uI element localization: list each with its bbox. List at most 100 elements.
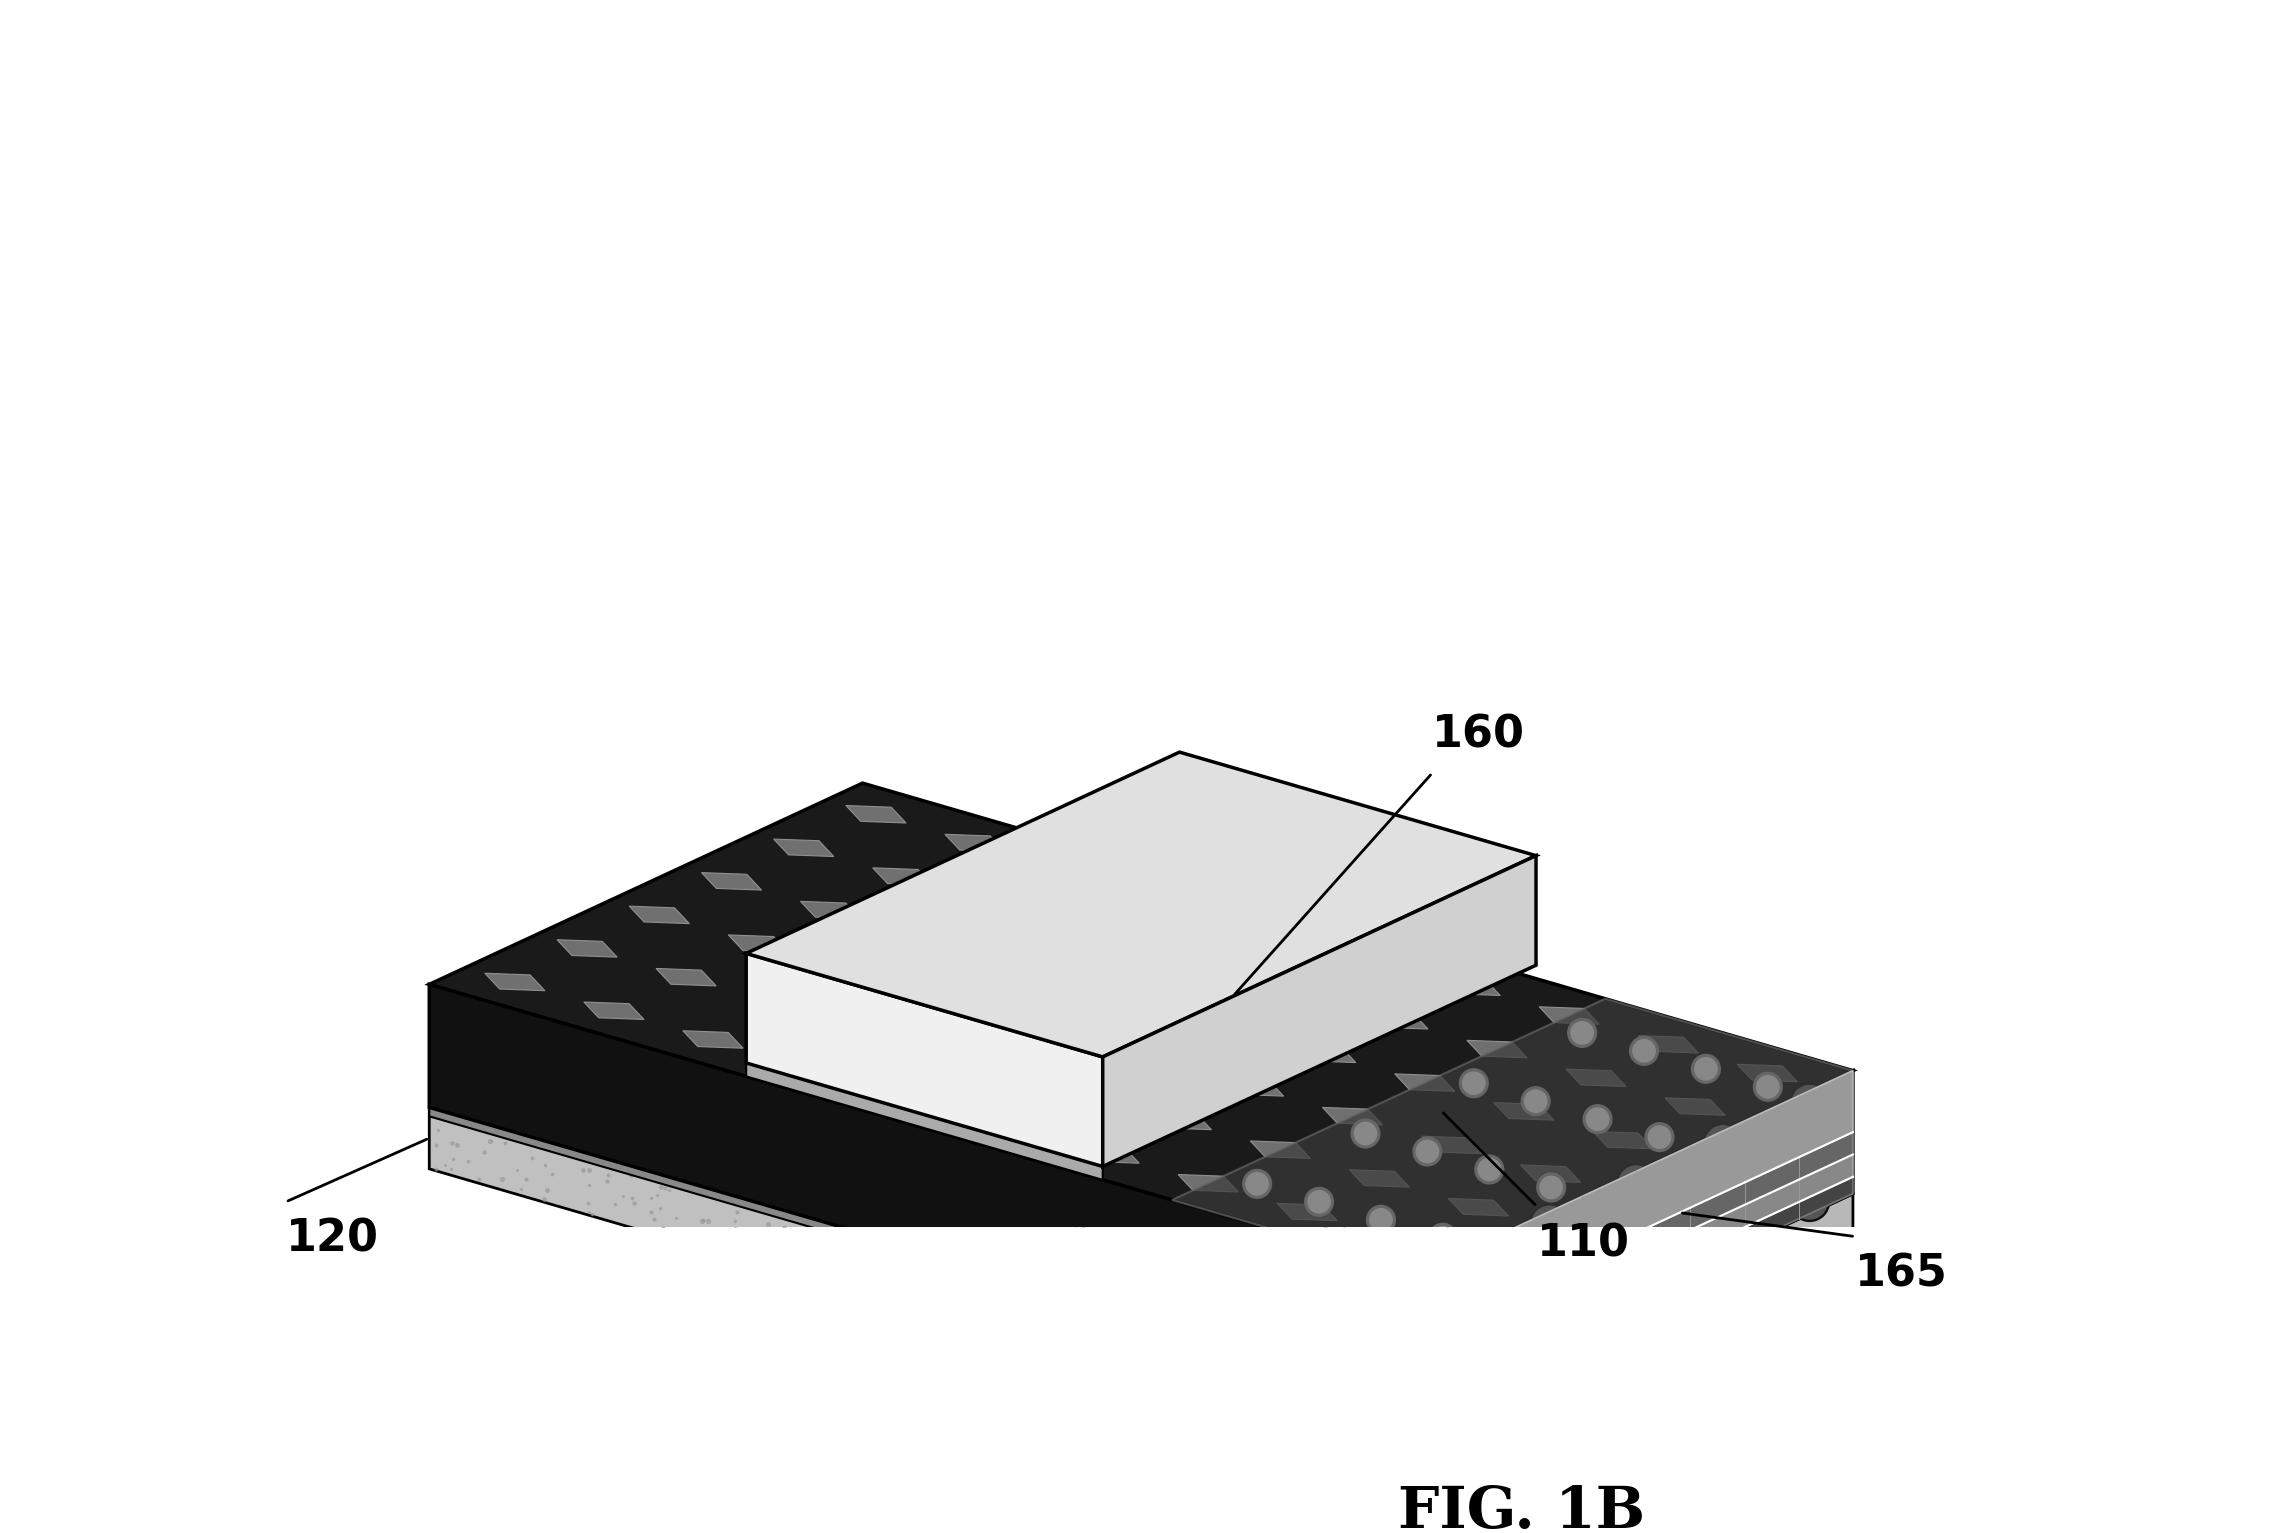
Polygon shape (1052, 1084, 1113, 1101)
Polygon shape (1665, 1098, 1724, 1116)
Circle shape (1305, 1188, 1334, 1216)
Polygon shape (1277, 1203, 1337, 1220)
Circle shape (1446, 1271, 1480, 1306)
Polygon shape (1494, 1102, 1553, 1121)
Polygon shape (953, 1055, 1013, 1072)
Circle shape (1444, 1343, 1483, 1383)
Circle shape (1444, 1245, 1483, 1285)
Polygon shape (880, 1088, 942, 1105)
Polygon shape (972, 897, 1031, 914)
Polygon shape (1419, 1177, 1852, 1395)
Circle shape (1412, 1137, 1442, 1167)
Circle shape (1446, 1246, 1480, 1282)
Polygon shape (1419, 1070, 1852, 1334)
Circle shape (1537, 1173, 1565, 1202)
Polygon shape (1567, 1069, 1626, 1087)
Circle shape (1629, 1036, 1658, 1065)
Polygon shape (1079, 1145, 1138, 1164)
Polygon shape (1152, 1113, 1211, 1130)
Polygon shape (1243, 920, 1302, 938)
Circle shape (1531, 1252, 1569, 1292)
Circle shape (1572, 1021, 1594, 1044)
Circle shape (1476, 1154, 1503, 1183)
Circle shape (1446, 1320, 1480, 1355)
Circle shape (1533, 1206, 1567, 1242)
Polygon shape (429, 783, 1852, 1272)
Polygon shape (853, 1026, 915, 1044)
Circle shape (1791, 1157, 1829, 1197)
Polygon shape (1177, 1174, 1239, 1193)
Circle shape (1754, 1073, 1781, 1101)
Polygon shape (828, 964, 887, 981)
Text: 120: 120 (285, 1219, 379, 1262)
Polygon shape (782, 1059, 842, 1078)
Polygon shape (657, 969, 716, 986)
Polygon shape (1341, 949, 1401, 967)
Circle shape (1704, 1197, 1743, 1237)
Polygon shape (1125, 1050, 1184, 1067)
Polygon shape (703, 872, 762, 891)
Polygon shape (773, 839, 835, 857)
Polygon shape (1448, 1199, 1508, 1216)
Circle shape (1791, 1108, 1829, 1148)
Polygon shape (1394, 1075, 1455, 1091)
Circle shape (1428, 1223, 1458, 1252)
Text: 160: 160 (1432, 714, 1526, 757)
Polygon shape (1439, 978, 1501, 995)
Polygon shape (1223, 1079, 1284, 1096)
Circle shape (1793, 1085, 1827, 1121)
Polygon shape (1172, 1000, 1852, 1272)
Circle shape (1533, 1280, 1567, 1315)
Circle shape (1617, 1262, 1656, 1302)
Circle shape (1444, 1269, 1483, 1309)
Circle shape (1446, 1344, 1480, 1380)
Polygon shape (682, 1030, 744, 1049)
Polygon shape (1026, 1021, 1086, 1039)
Polygon shape (746, 954, 1102, 1167)
Text: 165: 165 (1854, 1252, 1948, 1295)
Circle shape (1620, 1265, 1654, 1300)
Polygon shape (755, 996, 814, 1015)
Circle shape (1617, 1213, 1656, 1252)
Polygon shape (1097, 987, 1159, 1006)
Polygon shape (630, 906, 689, 923)
Circle shape (1620, 1167, 1654, 1202)
Circle shape (1350, 1119, 1380, 1148)
Circle shape (1704, 1124, 1743, 1164)
Circle shape (1791, 1133, 1829, 1173)
Circle shape (1793, 1110, 1827, 1145)
Polygon shape (1467, 1041, 1526, 1058)
Polygon shape (746, 753, 1535, 1056)
Polygon shape (1045, 863, 1104, 880)
Text: FIG. 1B: FIG. 1B (1398, 1484, 1645, 1533)
Circle shape (1756, 1076, 1779, 1098)
Circle shape (1444, 1294, 1483, 1334)
Circle shape (1521, 1087, 1551, 1116)
Circle shape (1585, 1108, 1608, 1130)
Circle shape (1462, 1072, 1485, 1095)
Circle shape (1633, 1039, 1656, 1062)
Circle shape (1706, 1199, 1740, 1234)
Circle shape (1533, 1256, 1567, 1291)
Circle shape (1355, 1122, 1378, 1145)
Circle shape (1704, 1148, 1743, 1188)
Circle shape (1704, 1173, 1743, 1213)
Circle shape (1620, 1191, 1654, 1226)
Circle shape (1460, 1069, 1487, 1098)
Circle shape (1531, 1302, 1569, 1343)
Polygon shape (846, 805, 906, 823)
Polygon shape (1102, 855, 1535, 1167)
Circle shape (1693, 1055, 1720, 1084)
Circle shape (1617, 1188, 1656, 1228)
Polygon shape (1592, 1131, 1654, 1148)
Polygon shape (899, 931, 960, 947)
Polygon shape (429, 984, 1419, 1395)
Circle shape (1791, 1182, 1829, 1222)
Polygon shape (486, 973, 545, 990)
Polygon shape (557, 940, 618, 957)
Circle shape (1793, 1134, 1827, 1170)
Circle shape (1583, 1105, 1613, 1133)
Text: 110: 110 (1537, 1223, 1631, 1266)
Polygon shape (1540, 1007, 1599, 1024)
Polygon shape (1143, 892, 1202, 909)
